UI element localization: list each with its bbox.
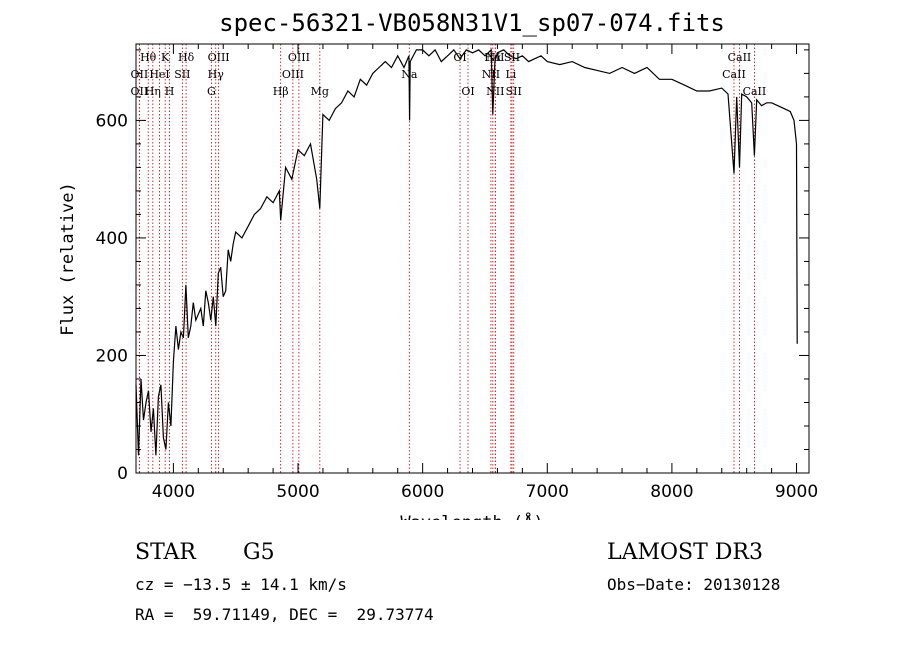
spectral-line-label: OIII [282,68,304,81]
x-tick-label: 5000 [276,482,319,502]
plot-frame [135,43,810,474]
spectral-line-label: Mg [311,85,329,98]
survey-name: LAMOST DR3 [607,540,763,565]
y-tick-label: 600 [96,111,128,131]
spectral-line-label: G [207,85,216,98]
spectral-line-label: CaII [743,85,767,98]
spectral-line-label: Hγ [208,68,225,81]
object-class: STAR [135,540,196,565]
x-tick-label: 9000 [775,482,818,502]
x-tick-label: 4000 [152,482,195,502]
redshift-text: cz = −13.5 ± 14.1 km/s [135,575,347,594]
spectral-line-label: OIII [288,51,310,64]
y-tick-label: 200 [96,346,128,366]
spectral-line-label: NII [482,68,500,81]
spectral-line-label: OIII [208,51,230,64]
spectral-line-label: CaII [728,51,752,64]
object-subclass: G5 [243,540,275,565]
x-tick-label: 8000 [650,482,693,502]
spectral-line-label: OII [131,68,149,81]
spectral-line-label: OII [131,85,149,98]
spectral-line-label: Hθ [140,51,157,64]
spectral-line-label: SII [174,68,190,81]
spectral-line-label: Hβ [273,85,289,98]
x-tick-label: 7000 [526,482,569,502]
x-axis-label: Wavelength (Å) [400,511,543,520]
spectrum-series-line [135,48,798,456]
spectral-line-label: Hη [145,85,161,98]
y-axis-label: Flux (relative) [58,182,78,336]
spectral-line-label: SII [506,85,522,98]
x-axis-ticks: 4000 5000 6000 7000 8000 9000 [152,44,818,502]
spectral-line-markers [138,44,755,473]
y-tick-label: 0 [117,464,128,484]
spectral-line-label: CaII [722,68,746,81]
spectral-line-label: HeI [149,68,169,81]
x-tick-label: 6000 [401,482,444,502]
obs-date-text: Obs−Date: 20130128 [607,575,781,594]
spectral-line-label: OI [461,85,474,98]
spectral-line-label: Hδ [178,51,195,64]
spectral-line-label: Li [505,68,516,81]
y-tick-label: 400 [96,229,128,249]
coordinates-text: RA = 59.71149, DEC = 29.73774 [135,605,434,624]
spectral-line-label: K [161,51,170,64]
chart-title: spec-56321-VB058N31V1_sp07-074.fits [219,9,725,37]
spectrum-chart: spec-56321-VB058N31V1_sp07-074.fits OIIH… [58,9,818,520]
spectral-line-label: H [165,85,175,98]
y-axis-ticks: 0 200 400 600 [96,49,809,484]
spectral-line-label: NII [486,85,504,98]
